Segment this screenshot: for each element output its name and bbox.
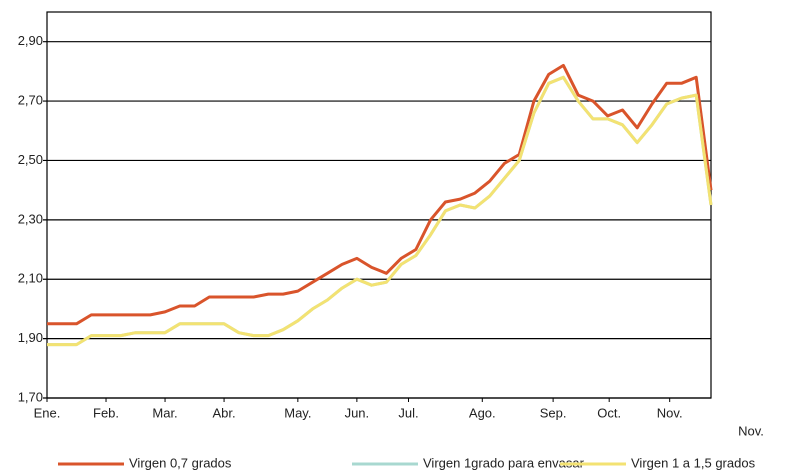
y-tick-label: 2,10 <box>18 271 43 286</box>
x-tick-label: Ene. <box>34 405 61 420</box>
x-tick-label: Sep. <box>540 405 567 420</box>
x-tick-label: Mar. <box>152 405 177 420</box>
x-tick-label: Ago. <box>469 405 496 420</box>
y-tick-label: 1,70 <box>18 389 43 404</box>
y-tick-label: 1,90 <box>18 330 43 345</box>
y-tick-label: 2,30 <box>18 211 43 226</box>
series-line <box>47 75 713 347</box>
x-tick-label: Feb. <box>93 405 119 420</box>
x-tick-label: Nov. <box>657 405 683 420</box>
plot-area <box>46 11 712 399</box>
x-tick-label: May. <box>284 405 311 420</box>
y-tick-label: 2,50 <box>18 152 43 167</box>
legend-label: Virgen 1 a 1,5 grados <box>631 455 756 470</box>
y-tick-label: 2,70 <box>18 93 43 108</box>
series-line <box>47 63 713 326</box>
x-tick-label: Jul. <box>398 405 418 420</box>
x-tick-label: Abr. <box>213 405 236 420</box>
x-tick-label: Jun. <box>345 405 370 420</box>
x-tick-label: Oct. <box>597 405 621 420</box>
y-tick-label: 2,90 <box>18 33 43 48</box>
legend-label: Virgen 0,7 grados <box>129 455 232 470</box>
extra-label: Nov. <box>738 423 764 438</box>
legend-label: Virgen 1grado para envasar <box>423 455 585 470</box>
